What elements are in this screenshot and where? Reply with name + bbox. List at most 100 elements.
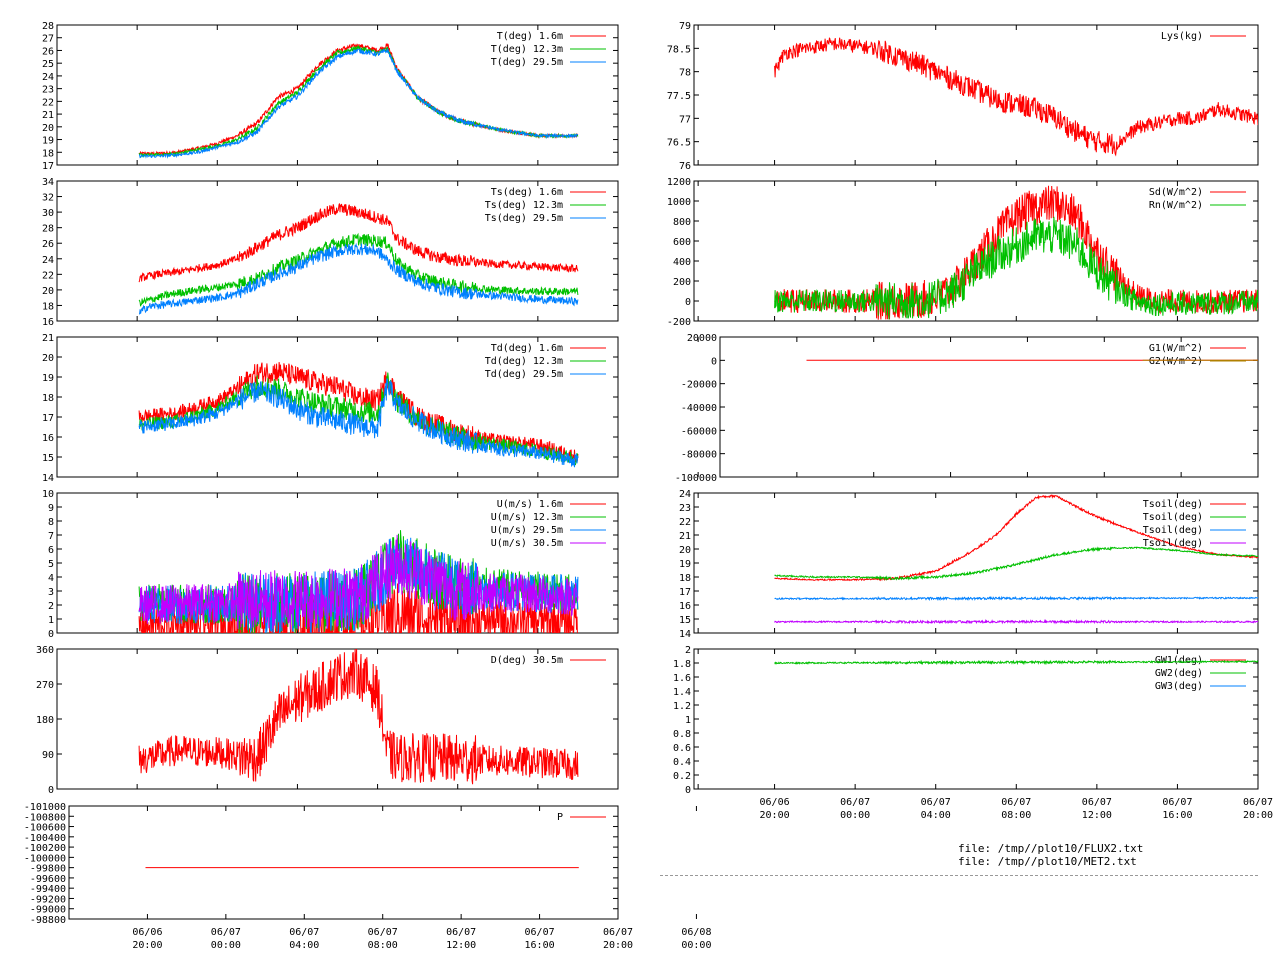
y-tick-label: 0 [685,785,691,796]
y-tick-label: 0 [48,629,54,640]
x-tick-label-date: 06/07 [1082,797,1112,808]
y-tick-label: 1000 [667,197,691,208]
series-line-2 [774,595,1258,602]
x-tick-label-time: 04:00 [289,940,319,951]
chart-ground-heat-flux: -100000 -80000 -60000 -40000 -20000 0 20000 G1(… [675,333,1259,484]
y-tick-label: -99800 [30,864,66,875]
series-line-1 [774,216,1258,320]
legend-label: T(deg) 1.6m [497,31,563,42]
y-tick-label: 79 [679,21,691,32]
y-tick-label: -60000 [681,426,717,437]
y-tick-label: 17 [42,161,54,172]
y-tick-label: 90 [42,750,54,761]
y-tick-label: 78 [679,68,691,79]
plot-frame [693,180,1259,322]
y-tick-label: -99600 [30,874,66,885]
y-tick-label: 5 [48,559,54,570]
y-tick-label: 9 [48,503,54,514]
x-tick-label-date: 06/07 [921,797,951,808]
plot-frame [56,24,619,166]
y-tick-label: 28 [42,21,54,32]
series-line-2 [138,242,579,315]
legend-label: U(m/s) 29.5m [491,525,563,536]
y-tick-label: 20 [42,286,54,297]
series-line-1 [774,546,1258,581]
y-tick-label: 24 [679,489,691,500]
y-tick-label: 21 [42,110,54,121]
y-tick-label: 16 [42,317,54,328]
y-tick-label: 77.5 [667,91,691,102]
x-tick-label-date: 06/07 [446,927,476,938]
y-tick-label: 76 [679,161,691,172]
plot-frame [68,805,619,920]
legend-label: Tsoil(deg) [1143,525,1203,536]
y-tick-label: 0.6 [673,743,691,754]
y-tick-label: -99200 [30,894,66,905]
series-line-3 [774,618,1258,625]
y-tick-label: 17 [42,413,54,424]
series-line-0 [774,37,1258,157]
legend-label: Tsoil(deg) [1143,499,1203,510]
y-tick-label: 20 [42,123,54,134]
x-tick-label-date: 06/07 [289,927,319,938]
y-tick-label: 14 [679,629,691,640]
series-line-1 [774,659,1258,666]
y-tick-label: 76.5 [667,138,691,149]
legend-label: Ts(deg) 1.6m [491,187,563,198]
y-tick-label: -200 [667,317,691,328]
legend-label: Ts(deg) 12.3m [485,200,563,211]
y-tick-label: 17 [679,587,691,598]
chart-radiation: -200 0 200 400 600 800 1000 1200 Sd(W/m^2) Rn(W/m… [667,177,1259,328]
x-tick-label-date: 06/07 [1001,797,1031,808]
y-tick-label: 1 [48,615,54,626]
x-tick-label-date: 06/06 [760,797,790,808]
y-tick-label: -100800 [24,812,66,823]
y-tick-label: 360 [36,645,54,656]
legend-label: Rn(W/m^2) [1149,200,1203,211]
y-tick-label: 0.8 [673,729,691,740]
legend-label: Sd(W/m^2) [1149,187,1203,198]
chart-dewpoint: 14 15 16 17 18 19 20 21 Td(deg) 1.6m Td(deg) 12.3… [42,333,699,484]
y-tick-label: 23 [679,503,691,514]
y-tick-label: 0.4 [673,757,691,768]
chart-soil-temperature: 14 15 16 17 18 19 20 21 22 23 24 Tsoil(deg) Tsoil(de… [679,489,1259,640]
legend-label: Td(deg) 12.3m [485,356,563,367]
y-tick-label: 4 [48,573,54,584]
y-tick-label: 23 [42,85,54,96]
y-tick-label: 22 [42,97,54,108]
y-tick-label: 24 [42,255,54,266]
y-tick-label: 26 [42,46,54,57]
legend-label: T(deg) 12.3m [491,44,563,55]
y-tick-label: 28 [42,224,54,235]
legend-label: Lys(kg) [1161,31,1203,42]
legend-label: G2(W/m^2) [1149,356,1203,367]
legend-label: G1(W/m^2) [1149,343,1203,354]
y-tick-label: -100200 [24,843,66,854]
y-tick-label: 19 [679,559,691,570]
chart-sonic-temperature: 16 18 20 22 24 26 28 30 32 34 Ts(deg) 1.6m Ts(deg) … [42,177,699,328]
y-tick-label: -20000 [681,380,717,391]
y-tick-label: 19 [42,373,54,384]
y-tick-label: 7 [48,531,54,542]
y-tick-label: 19 [42,136,54,147]
file-note-met: file: /tmp//plot10/MET2.txt [958,855,1137,868]
y-tick-label: -99000 [30,905,66,916]
chart-lysimeter: 76 76.5 77 77.5 78 78.5 79 Lys(kg) [667,21,1259,172]
y-tick-label: 270 [36,680,54,691]
y-tick-label: 3 [48,587,54,598]
x-tick-label-time: 00:00 [211,940,241,951]
x-tick-label-time: 20:00 [760,810,790,821]
y-tick-label: 1200 [667,177,691,188]
chart-groundwater: 0 0.2 0.4 0.6 0.8 1 1.2 1.4 1.6 1.8 2 06/06 20:00 06/… [673,645,1273,821]
x-tick-label-time: 16:00 [525,940,555,951]
y-tick-label: 0 [48,785,54,796]
legend-label: GW3(deg) [1155,681,1203,692]
series-line-0 [774,494,1258,582]
y-tick-label: 32 [42,193,54,204]
y-tick-label: 2 [48,601,54,612]
x-tick-label-time: 12:00 [446,940,476,951]
y-tick-label: 6 [48,545,54,556]
y-tick-label: 24 [42,72,54,83]
